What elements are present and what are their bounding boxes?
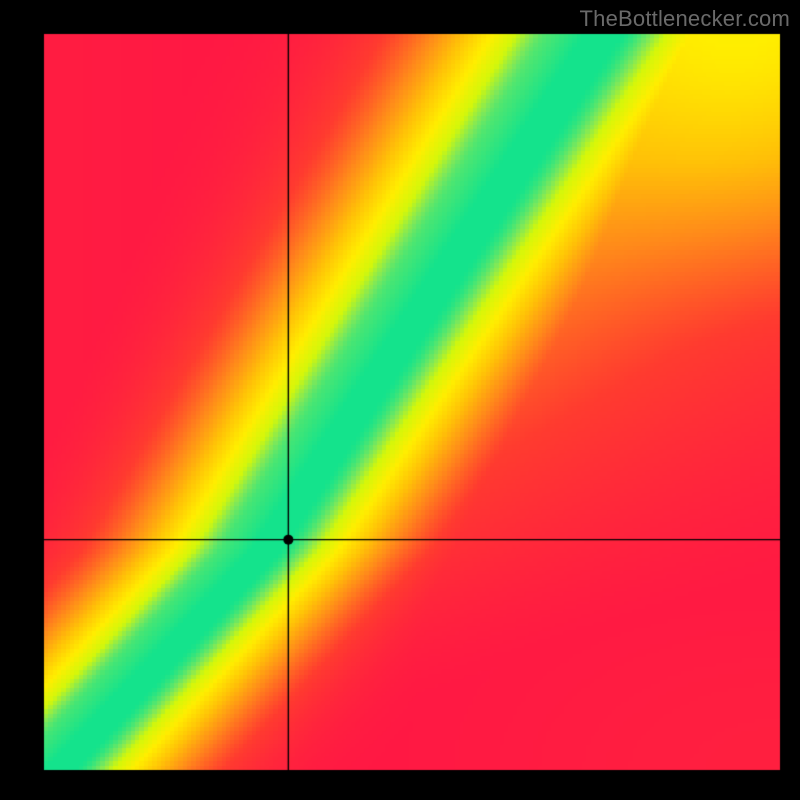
watermark-text: TheBottlenecker.com <box>580 6 790 32</box>
heatmap-canvas <box>0 0 800 800</box>
